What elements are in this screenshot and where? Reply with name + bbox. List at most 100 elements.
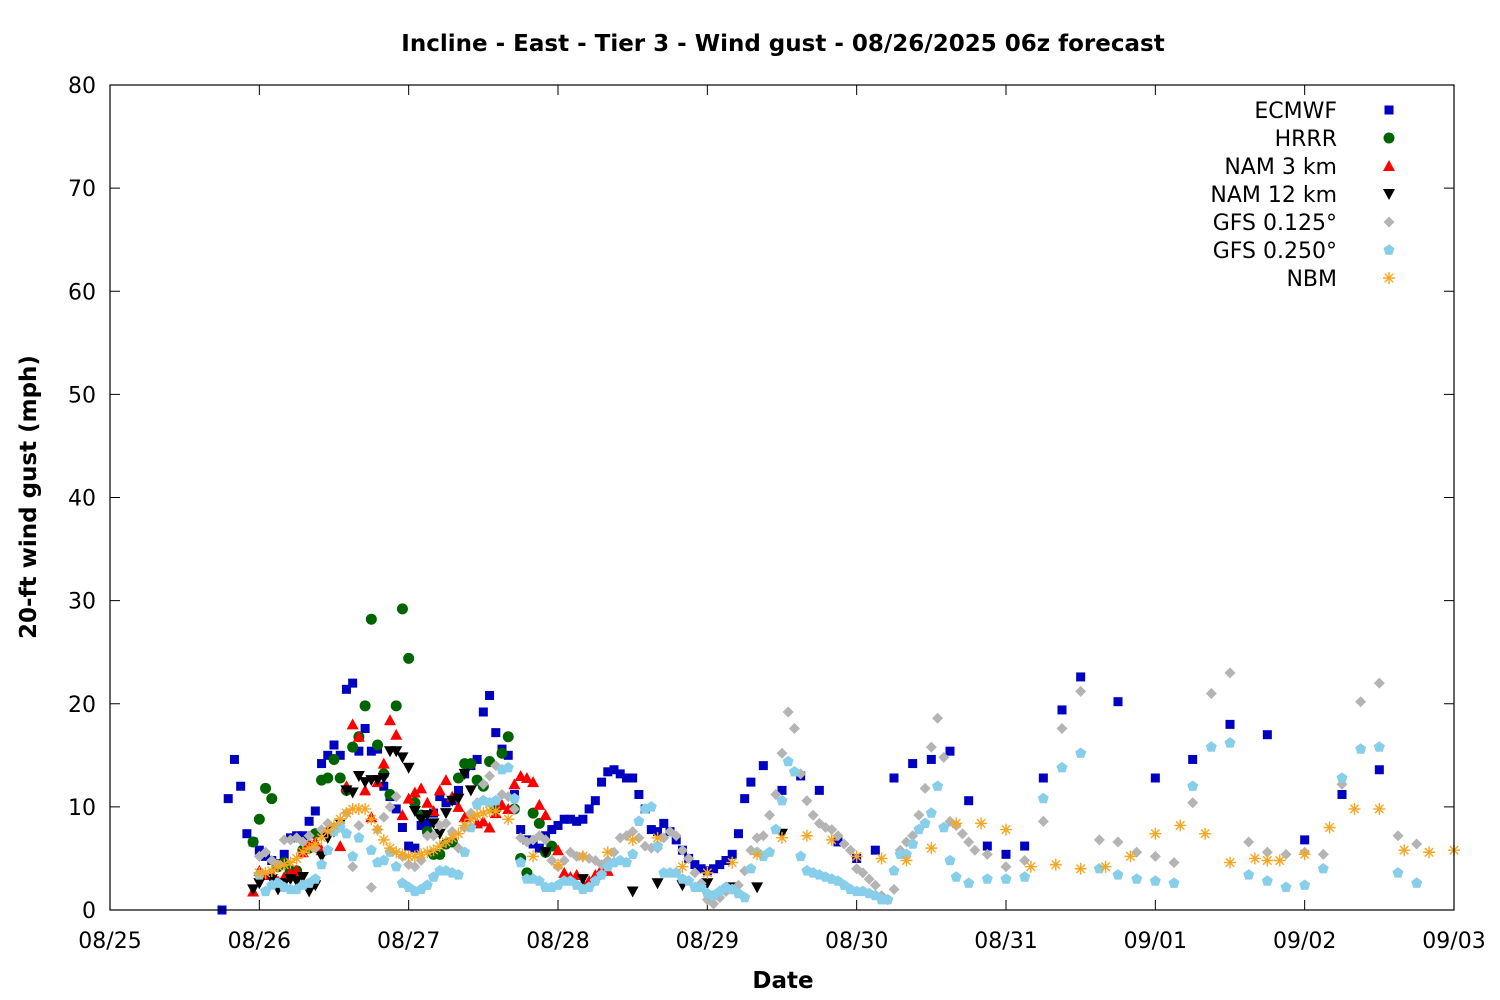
data-point: [1392, 830, 1404, 842]
legend-marker: [1383, 216, 1395, 228]
data-point: [391, 804, 401, 814]
data-point: [875, 852, 888, 865]
data-point: [242, 829, 252, 839]
data-point: [888, 883, 900, 895]
data-point: [782, 755, 794, 767]
legend-label: ECMWF: [1254, 99, 1337, 124]
data-point: [559, 814, 569, 824]
data-point: [1262, 730, 1272, 740]
data-point: [1423, 846, 1436, 859]
data-point: [421, 830, 433, 842]
data-point: [603, 767, 613, 777]
data-point: [733, 829, 743, 839]
data-point: [596, 869, 608, 880]
data-point: [253, 866, 266, 879]
data-point: [352, 770, 365, 782]
data-point: [1037, 815, 1049, 827]
data-point: [547, 825, 557, 835]
data-point: [378, 811, 390, 823]
x-tick-label: 08/27: [377, 929, 440, 954]
data-point: [533, 817, 545, 829]
data-point: [260, 846, 272, 858]
data-point: [408, 786, 421, 798]
data-point: [317, 759, 327, 769]
data-point: [452, 793, 465, 805]
data-point: [278, 834, 290, 846]
data-point: [408, 806, 421, 817]
data-point: [502, 731, 514, 743]
data-point: [396, 848, 409, 861]
legend-label: NBM: [1286, 267, 1337, 292]
data-point: [441, 798, 451, 808]
data-point: [925, 842, 938, 855]
data-point: [348, 678, 358, 688]
data-point: [653, 827, 663, 837]
data-point: [1076, 672, 1086, 682]
data-point: [397, 823, 407, 832]
data-point: [315, 831, 328, 844]
data-point: [402, 850, 415, 863]
data-point: [334, 772, 346, 784]
data-point: [359, 784, 372, 796]
legend-label: NAM 3 km: [1224, 155, 1337, 180]
data-point: [346, 787, 359, 799]
data-point: [516, 825, 526, 835]
data-point: [1273, 854, 1286, 867]
data-point: [1298, 848, 1311, 861]
data-point: [1280, 881, 1292, 892]
data-point: [652, 840, 664, 851]
data-point: [527, 776, 540, 788]
data-point: [1243, 869, 1255, 880]
data-point: [1187, 797, 1199, 809]
data-point: [950, 871, 962, 882]
data-point: [1037, 792, 1049, 804]
data-point: [272, 860, 284, 873]
data-point: [290, 852, 303, 865]
data-point: [963, 836, 975, 848]
legend-marker: [1383, 244, 1395, 255]
data-point: [503, 750, 513, 760]
data-point: [520, 772, 533, 783]
plot-frame: [109, 84, 1455, 911]
data-point: [377, 833, 390, 846]
data-point: [464, 785, 477, 797]
data-point: [907, 838, 919, 849]
data-point: [1205, 741, 1217, 752]
data-point: [1056, 723, 1068, 734]
chart-title: Incline - East - Tier 3 - Wind gust - 08…: [401, 31, 1164, 57]
data-point: [290, 876, 303, 888]
data-point: [390, 846, 403, 859]
data-point: [889, 773, 899, 783]
data-point: [384, 801, 396, 813]
data-point: [440, 774, 452, 786]
data-point: [259, 866, 272, 879]
data-point: [365, 881, 377, 893]
data-point: [1099, 860, 1112, 873]
data-point: [508, 792, 520, 804]
data-point: [1317, 848, 1329, 860]
data-point: [1000, 861, 1012, 873]
axis-ticks: 0 10 20 30 40 50 60 70 80 08/25 08/26 08/27 08/28 08/…: [68, 74, 1486, 954]
data-point: [1038, 773, 1048, 783]
data-point: [340, 827, 352, 839]
data-point: [253, 878, 266, 890]
data-point: [938, 821, 950, 833]
data-point: [384, 714, 396, 726]
data-point: [334, 813, 347, 826]
data-point: [346, 718, 359, 730]
data-point: [321, 825, 334, 838]
data-point: [360, 724, 370, 733]
data-point: [1199, 827, 1212, 840]
y-axis-label: 20-ft wind gust (mph): [16, 355, 42, 639]
data-point: [1056, 761, 1068, 773]
data-point: [371, 823, 384, 836]
data-point: [1149, 827, 1162, 840]
data-point: [857, 867, 869, 879]
data-point: [379, 781, 389, 791]
data-point: [377, 773, 390, 784]
data-point: [740, 794, 750, 804]
data-point: [572, 816, 582, 826]
data-point: [1355, 743, 1367, 754]
data-point: [421, 810, 434, 822]
data-point: [919, 817, 931, 829]
